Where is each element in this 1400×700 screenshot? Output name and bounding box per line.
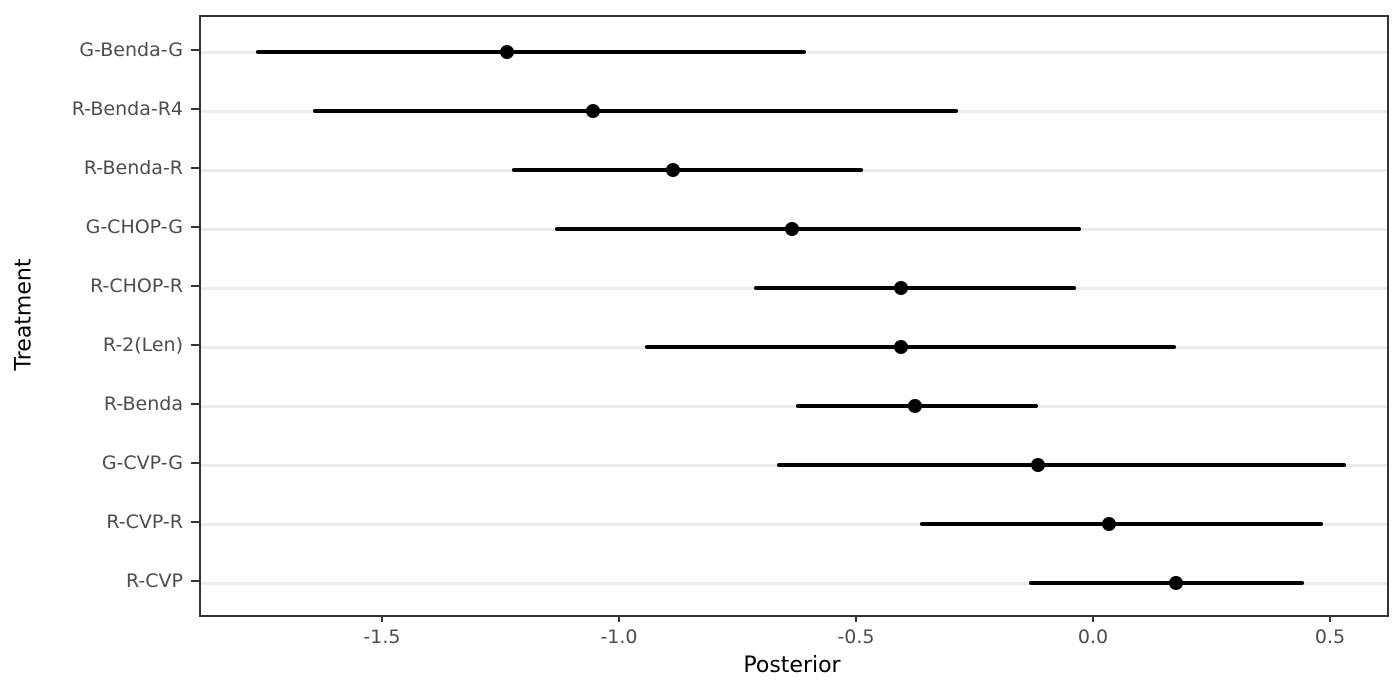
- x-axis-tick-label: 0.5: [1314, 626, 1346, 648]
- point-estimate: [585, 104, 600, 118]
- point-estimate: [500, 45, 515, 59]
- x-axis-tick: [617, 615, 620, 622]
- credible-interval: [511, 168, 863, 172]
- y-axis-tick: [191, 580, 199, 582]
- x-axis-title: Posterior: [743, 653, 841, 678]
- y-axis-tick: [191, 521, 199, 523]
- y-axis-tick: [191, 108, 199, 110]
- y-axis-tick: [191, 344, 199, 346]
- point-estimate: [893, 281, 908, 295]
- credible-interval: [312, 109, 958, 113]
- y-axis-label: R-2(Len): [102, 334, 183, 356]
- credible-interval: [753, 286, 1077, 290]
- point-estimate: [666, 163, 681, 177]
- y-axis-tick: [191, 403, 199, 405]
- point-estimate: [1031, 458, 1046, 472]
- gridline: [201, 581, 1387, 585]
- y-axis-tick: [191, 167, 199, 169]
- y-axis-label: R-CVP: [125, 570, 183, 592]
- y-axis-label: R-Benda-R: [83, 157, 183, 179]
- y-axis-label: R-CVP-R: [106, 511, 183, 533]
- credible-interval: [777, 463, 1347, 467]
- point-estimate: [1102, 517, 1117, 531]
- y-axis-tick: [191, 226, 199, 228]
- y-axis-label: R-Benda-R4: [71, 98, 183, 120]
- point-estimate: [1168, 576, 1183, 590]
- y-axis-label: G-Benda-G: [79, 39, 183, 61]
- x-axis-tick-label: -1.0: [600, 626, 638, 648]
- x-axis-tick-label: -0.5: [837, 626, 875, 648]
- gridline: [201, 404, 1387, 408]
- point-estimate: [907, 399, 922, 413]
- x-axis-tick: [1092, 615, 1094, 622]
- y-axis-tick: [191, 49, 199, 51]
- x-axis-tick-label: -1.5: [363, 626, 401, 648]
- credible-interval: [1028, 581, 1304, 585]
- y-axis-tick: [191, 462, 199, 464]
- y-axis-label: G-CVP-G: [101, 452, 183, 474]
- y-axis-tick: [191, 285, 199, 287]
- credible-interval: [644, 345, 1176, 349]
- point-estimate: [893, 340, 908, 354]
- point-estimate: [784, 222, 799, 236]
- x-axis-tick: [380, 615, 383, 622]
- gridline: [201, 522, 1387, 526]
- credible-interval: [554, 227, 1081, 231]
- y-axis-label: R-Benda: [103, 393, 183, 415]
- x-axis-tick: [1329, 615, 1331, 622]
- credible-interval: [919, 522, 1323, 526]
- plot-panel: [199, 15, 1389, 617]
- credible-interval: [255, 50, 806, 54]
- x-axis-tick-label: 0.0: [1077, 626, 1109, 648]
- x-axis-tick: [854, 615, 857, 622]
- y-axis-label: G-CHOP-G: [85, 216, 183, 238]
- y-axis-label: R-CHOP-R: [90, 275, 183, 297]
